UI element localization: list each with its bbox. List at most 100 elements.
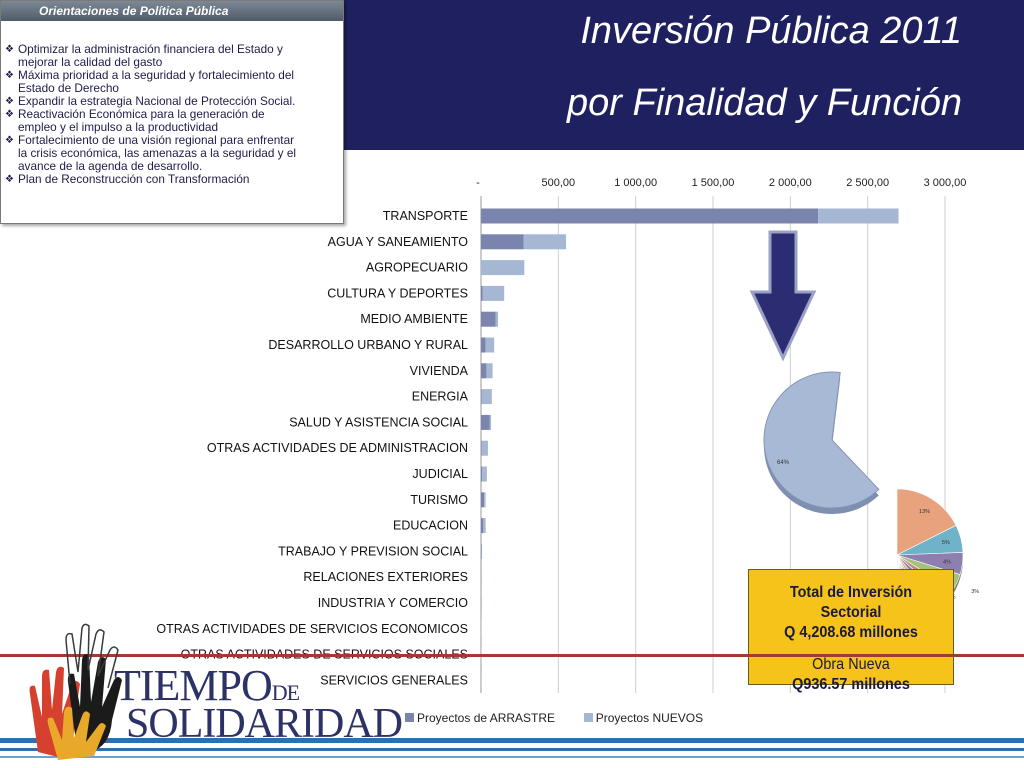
bar-nuevos [481,260,525,276]
category-label: INDUSTRIA Y COMERCIO [318,596,469,610]
category-label: VIVIENDA [410,364,469,378]
category-label: RELACIONES EXTERIORES [303,570,468,584]
policy-line-text: Fortalecimiento de una visión regional p… [18,133,295,147]
bar-nuevos [482,466,487,482]
bar-nuevos [523,234,567,250]
bar-arrastre [481,518,484,534]
policy-list: ❖ Optimizar la administración financiera … [1,21,343,186]
policy-line-text: Máxima prioridad a la seguridad y fortal… [18,68,295,82]
category-label: EDUCACION [393,519,468,533]
bar-arrastre [481,363,487,379]
pie-label-64: 64% [777,460,790,466]
pie-small-label: 3% [971,589,979,595]
policy-line-text: Estado de Derecho [18,81,119,95]
pie-small-label: 5% [942,540,950,546]
down-arrow-icon [749,230,817,362]
total-amount: Q 4,208.68 millones [784,624,918,641]
chart-legend: Proyectos de ARRASTRE Proyectos NUEVOS [405,710,703,725]
policy-line: empleo y el impulso a la productividad [5,121,337,134]
bar-arrastre [481,311,496,327]
category-label: JUDICIAL [412,467,468,481]
policy-line: ❖ Expandir la estrategia Nacional de Prot… [5,95,337,108]
bar-arrastre [481,389,482,405]
blue-stripe-3 [0,756,1024,758]
x-tick-label: 3 000,00 [924,177,967,189]
bar-nuevos [495,311,499,327]
legend-label-nuevos: Proyectos NUEVOS [595,710,704,725]
new-works-amount: Q936.57 millones [792,676,910,693]
total-label: Total de Inversión Sectorial [789,584,913,621]
blue-stripe-2 [0,748,1024,751]
category-label: ENERGIA [412,390,469,404]
bar-nuevos [818,208,899,224]
category-label: TURISMO [410,493,468,507]
category-label: CULTURA Y DEPORTES [327,286,468,300]
bar-arrastre [481,466,483,482]
bar-arrastre [481,285,483,301]
diamond-bullet-icon: ❖ [5,44,14,55]
legend-label-arrastre: Proyectos de ARRASTRE [417,710,556,725]
category-label: TRANSPORTE [383,209,468,223]
pie-slice [896,488,957,556]
bar-nuevos [489,414,492,430]
policy-line: ❖ Máxima prioridad a la seguridad y forta… [5,69,337,82]
legend-swatch-nuevos [583,713,593,723]
bar-nuevos [482,285,505,301]
policy-line: ❖ Reactivación Económica para la generaci… [5,108,337,121]
diamond-bullet-icon: ❖ [5,174,14,185]
bar-arrastre [481,208,819,224]
logo-word-de: DE [271,680,300,705]
hands-icon [29,623,122,760]
policy-line: la crisis económica, las amenazas a la s… [5,147,337,160]
pie-small-label: 13% [919,509,930,515]
logo-text-solidaridad: SOLIDARIDAD [126,701,403,747]
x-tick-label: - [476,177,480,189]
policy-line: avance de la agenda de desarrollo. [5,160,337,173]
policy-line: mejorar la calidad del gasto [5,56,337,69]
pie-slice-64 [763,371,880,509]
new-works-label: Obra Nueva [812,656,890,673]
policy-line: ❖ Optimizar la administración financiera … [5,43,337,56]
policy-line-text: Reactivación Económica para la generació… [18,107,265,121]
category-label: SALUD Y ASISTENCIA SOCIAL [289,415,468,429]
category-label: MEDIO AMBIENTE [360,312,468,326]
x-tick-label: 1 000,00 [614,177,657,189]
category-label: DESARROLLO URBANO Y RURAL [268,338,468,352]
policy-line: ❖ Plan de Reconstrucción con Transformaci… [5,173,337,186]
policy-line-text: mejorar la calidad del gasto [18,55,163,69]
legend-swatch-arrastre [405,713,414,723]
logo-text-tiempo: TIEMPODE [114,660,300,711]
category-label: OTRAS ACTIVIDADES DE ADMINISTRACION [207,441,468,455]
policy-line: Estado de Derecho [5,82,337,95]
policy-line-text: la crisis económica, las amenazas a la s… [18,146,297,160]
bar-nuevos [486,363,493,379]
policy-line-text: empleo y el impulso a la productividad [18,120,218,134]
logo-word-tiempo: TIEMPO [114,661,273,710]
page-title-line1: Inversión Pública 2011 [580,10,962,52]
policy-line-text: Expandir la estrategia Nacional de Prote… [18,94,296,108]
bar-arrastre [481,440,482,456]
bar-arrastre [481,234,524,250]
policy-guidelines-box: Orientaciones de Política Pública ❖ Optim… [0,0,344,224]
page-title-line2: por Finalidad y Función [567,82,962,124]
bar-arrastre [481,337,486,353]
diamond-bullet-icon: ❖ [5,96,14,107]
x-tick-label: 1 500,00 [692,177,735,189]
bar-nuevos [485,337,495,353]
policy-line: ❖ Fortalecimiento de una visión regional … [5,134,337,147]
bar-arrastre [481,492,485,508]
pie-small-label: 4% [943,560,951,566]
bar-arrastre [481,414,490,430]
tiempo-de-solidaridad-logo [29,623,122,760]
category-label: AGROPECUARIO [366,261,468,275]
category-label: TRABAJO Y PREVISION SOCIAL [278,544,468,558]
diamond-bullet-icon: ❖ [5,135,14,146]
bar-nuevos [484,492,486,508]
policy-line-text: Optimizar la administración financiera d… [18,42,283,56]
category-label: SERVICIOS GENERALES [320,673,468,687]
policy-line-text: avance de la agenda de desarrollo. [18,159,203,173]
red-stripe [0,654,1024,657]
blue-stripe-1 [0,738,1024,743]
x-tick-label: 2 000,00 [769,177,812,189]
category-label: OTRAS ACTIVIDADES DE SERVICIOS ECONOMICO… [156,622,468,636]
